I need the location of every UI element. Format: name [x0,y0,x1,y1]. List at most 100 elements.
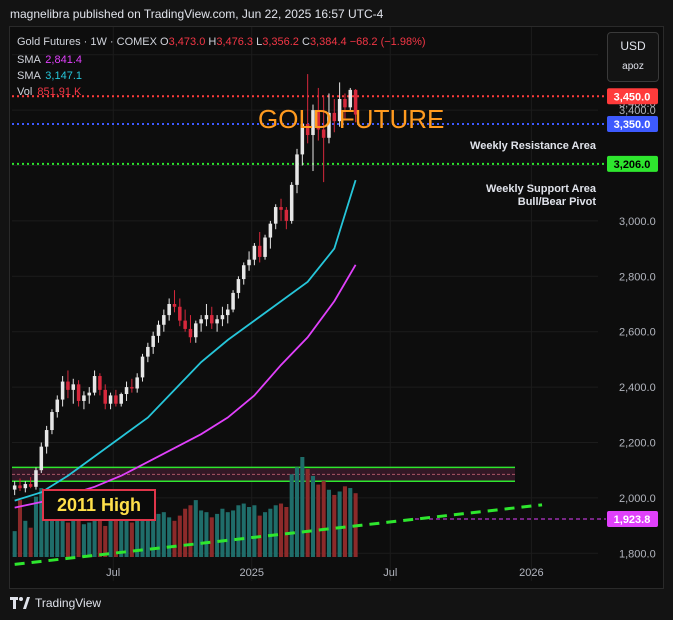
x-tick-label: 2026 [519,567,543,579]
volume-bar [151,515,156,557]
volume-bar [161,512,166,557]
y-tick-label: 2,200.0 [619,438,656,450]
resistance-annotation: Weekly Resistance Area [470,140,596,152]
candle-body [55,399,60,413]
price-tag-label: 3,450.0 [614,91,651,103]
currency-label: USD [620,39,646,53]
legend-sma-slow[interactable]: SMA 2,841.4 [17,54,82,66]
candle-body [305,123,310,136]
volume-bar [65,522,70,557]
candle-body [295,154,299,185]
volume-bar [49,505,54,557]
volume-bar [300,457,305,557]
volume-bar [172,520,177,557]
volume-bar [39,488,44,557]
volume-bar [236,505,241,557]
volume-bar [129,522,134,557]
volume-bar [167,517,172,557]
legend-high: 3,476.3 [216,36,254,48]
legend-close-label: C [301,36,310,48]
volume-bar [92,512,97,557]
legend-low: 3,356.2 [262,36,299,48]
x-tick-label: Jul [383,567,397,579]
candle-body [108,395,113,404]
zone-layer [12,466,515,483]
candle-body [28,484,33,487]
price-tag-high_2011[interactable] [607,511,658,528]
candle-body [257,245,262,257]
legend-volume[interactable]: Vol 851.91 K [17,86,81,98]
legend-ohlc: Gold Futures · 1W · COMEX O3,473.0 H3,47… [17,36,426,48]
candle-body [220,315,225,320]
price-tag-pivot[interactable] [607,155,658,172]
candle-body [146,346,150,357]
candle-body [263,237,267,257]
price-tag-resistance[interactable] [607,88,658,105]
candle-body [252,245,257,260]
candle-body [66,381,70,390]
candle-body [135,377,139,389]
volume-bar [326,489,331,557]
volume-bar [247,507,252,557]
candle-body [332,112,337,122]
candle-body [194,323,198,338]
candle-body [130,387,134,389]
volume-label: Vol [17,86,33,98]
legend-sma-fast[interactable]: SMA 3,147.1 [17,70,82,82]
volume-bar [71,515,76,557]
volume-bar [33,496,38,557]
candle-body [114,395,118,404]
candle-body [156,324,161,336]
candle-body [50,412,54,431]
candle-body [98,376,102,390]
volume-bar [23,520,28,557]
support-annotation: Weekly Support Area [485,183,596,195]
candle-body [140,356,145,378]
volume-bar [12,531,17,557]
candle-layer [12,74,358,496]
volume-bar [76,517,81,557]
volume-bar [284,507,289,557]
sma-fast-line [14,179,357,502]
candle-body [23,484,28,489]
candle-body [34,470,38,487]
price-tag-label: 3,350.0 [614,119,651,131]
volume-bar [183,508,188,557]
candle-body [39,446,44,471]
candle-body [316,110,321,130]
candle-body [119,394,123,404]
volume-bar [60,512,65,557]
volume-bar [279,503,284,557]
volume-bar [28,527,33,557]
candle-body [151,335,155,347]
candle-body [172,304,177,307]
volume-bar [316,484,321,557]
volume-bar [103,525,108,557]
volume-bar [337,491,342,557]
volume-bar [231,510,236,557]
volume-bar [17,500,23,557]
candle-body [162,315,166,325]
candle-body [210,315,214,324]
volume-bar [193,500,198,557]
trend-layer [14,503,543,566]
volume-bar [113,515,118,557]
candle-body [103,389,107,404]
volume-bar [204,512,209,557]
candle-body [204,315,209,320]
footer[interactable]: TradingView [10,595,101,611]
candle-body [87,392,92,396]
sma-layer [14,179,357,509]
volume-bar [119,520,124,557]
candle-body [199,319,203,324]
price-tag-label: 3,206.0 [614,159,651,171]
volume-bar [81,524,86,557]
currency-selector[interactable]: USD apoz [607,32,659,82]
volume-bar [135,508,140,557]
legend-change: −68.2 (−1.98%) [349,36,426,48]
volume-bar [273,505,278,557]
volume-bar [294,467,300,557]
sma-slow-label: SMA [17,54,41,66]
tag-layer: 3,450.0 3,350.0 3,206.0 1,923.8 [607,88,658,528]
price-tag-support[interactable] [607,115,658,132]
